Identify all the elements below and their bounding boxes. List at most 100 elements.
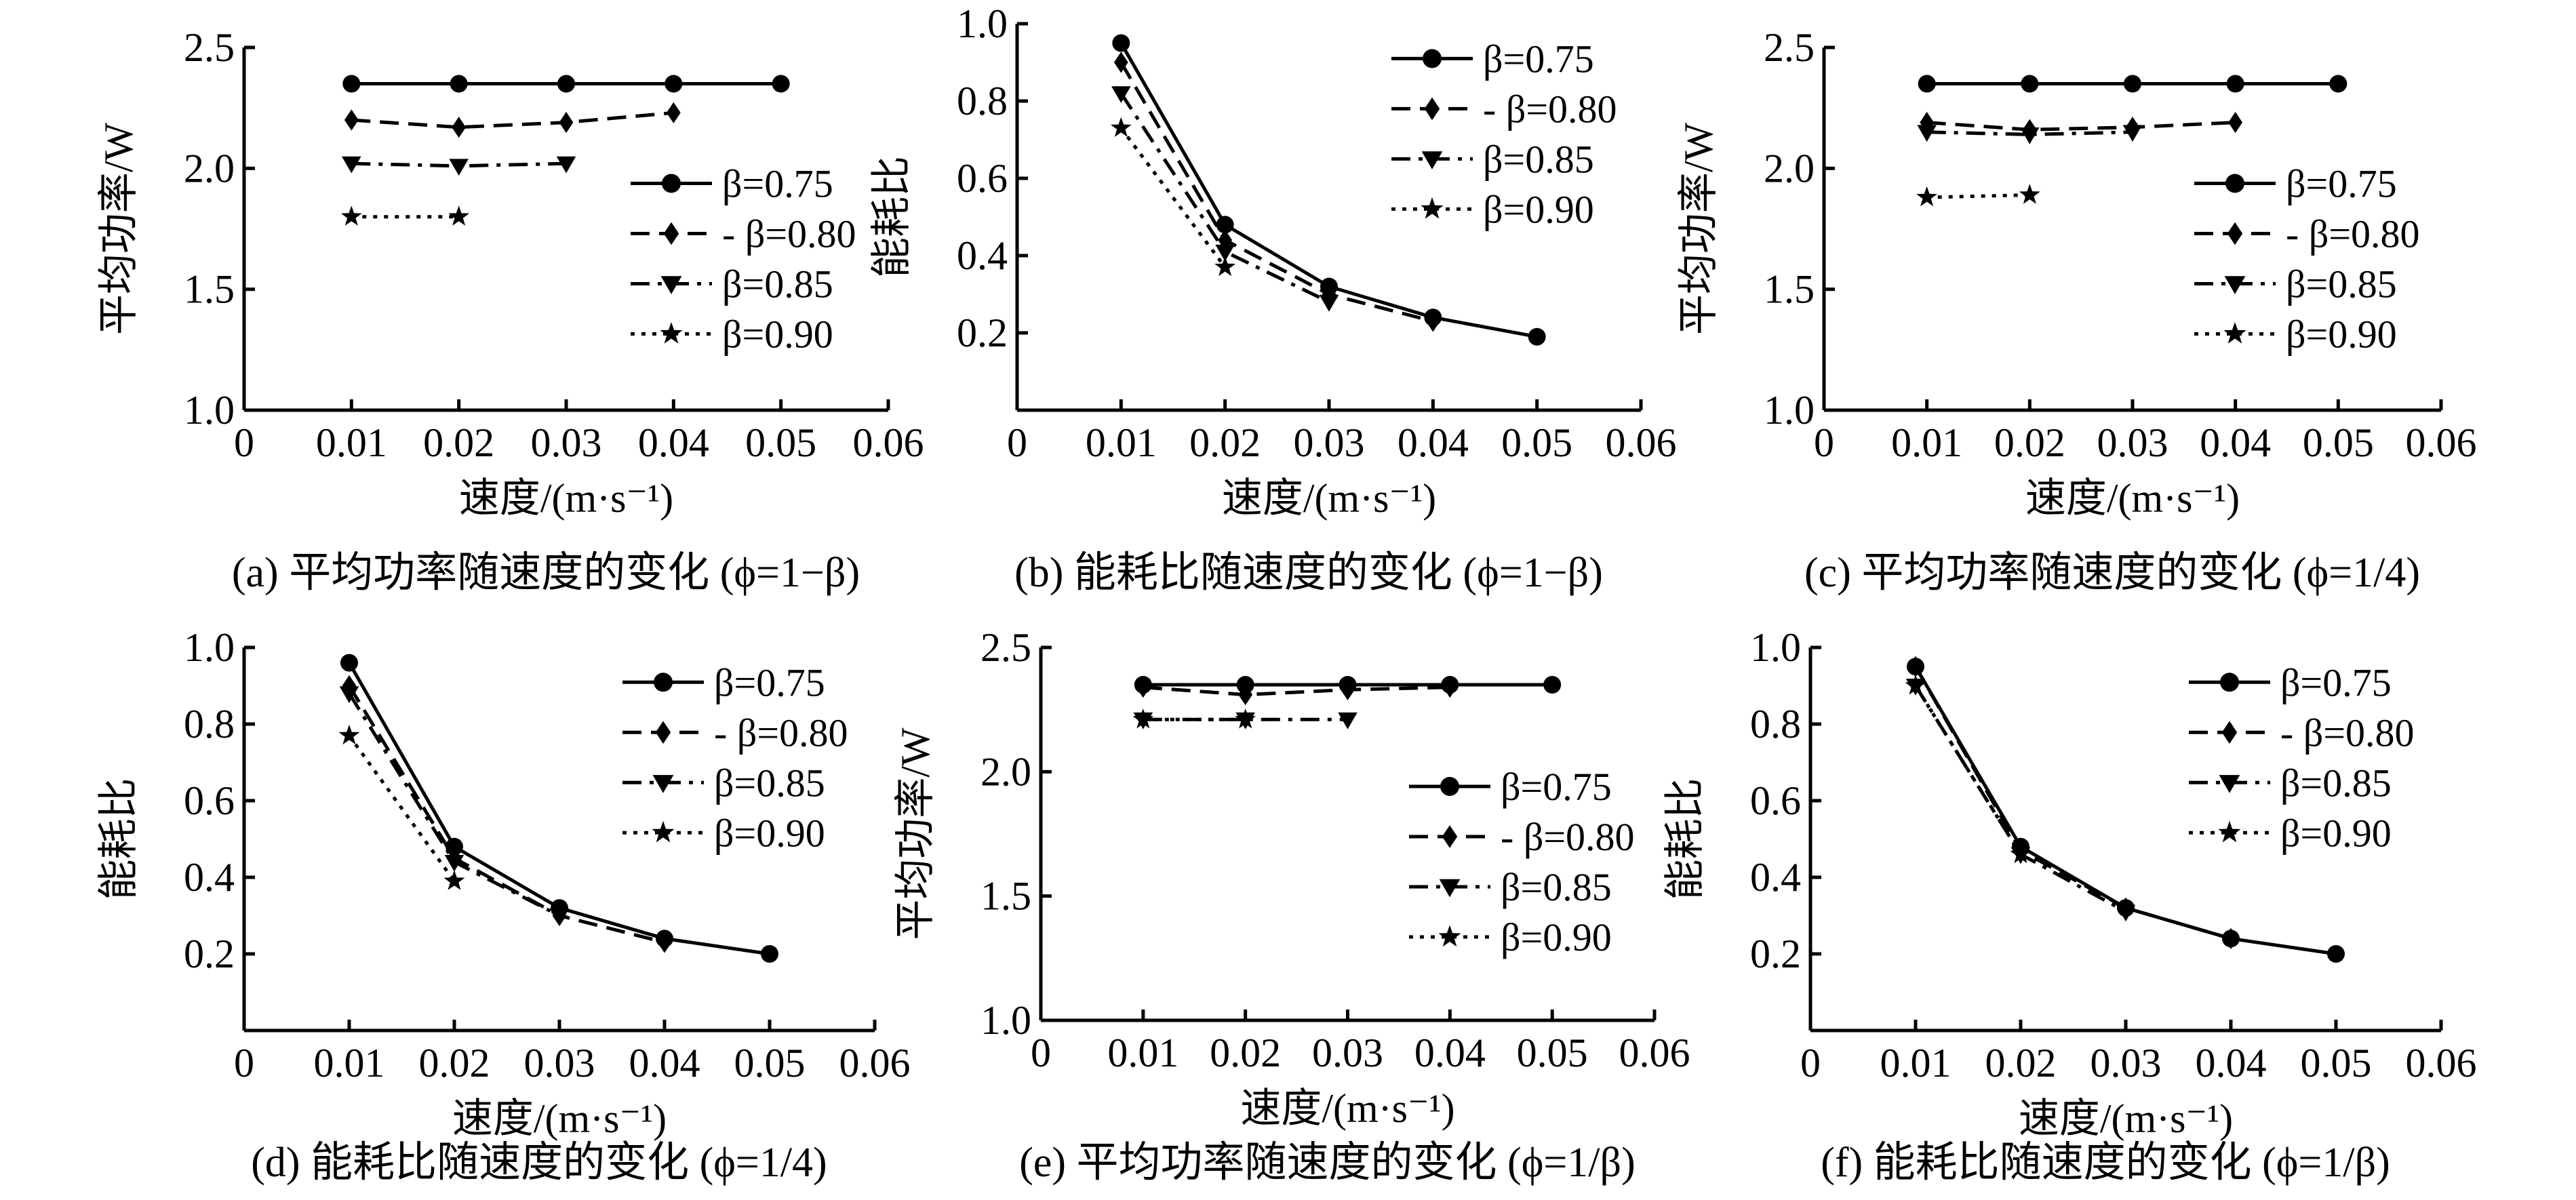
data-point bbox=[340, 205, 362, 226]
x-tick-label: 0.02 bbox=[1189, 420, 1261, 465]
series-line bbox=[1926, 121, 2236, 132]
x-tick-label: 0.01 bbox=[1107, 1031, 1178, 1075]
y-axis-label: 能耗比 bbox=[869, 156, 914, 278]
chart-panel: 0 0.01 0.02 0.03 0.04 0.05 0.06 0.2 0.4 0.6 0.8 1.0… bbox=[1663, 625, 2477, 1186]
legend-marker bbox=[1423, 49, 1442, 68]
x-tick-label: 0.01 bbox=[314, 1041, 385, 1085]
data-point bbox=[450, 75, 468, 93]
legend-entry: β=0.90 bbox=[2286, 313, 2397, 357]
data-point bbox=[1918, 75, 1936, 93]
data-point bbox=[1543, 676, 1562, 694]
x-tick-label: 0.01 bbox=[1086, 420, 1157, 465]
y-tick-label: 0.6 bbox=[1750, 778, 1801, 823]
data-point bbox=[2021, 75, 2039, 93]
y-tick-label: 1.5 bbox=[980, 874, 1031, 919]
x-axis-label: 速度/(m·s⁻¹) bbox=[452, 1096, 667, 1141]
data-point bbox=[339, 686, 359, 704]
data-point bbox=[1916, 186, 1938, 207]
data-point bbox=[657, 932, 672, 953]
data-point bbox=[1216, 216, 1234, 234]
data-point bbox=[338, 724, 360, 745]
data-point bbox=[1917, 125, 1937, 142]
legend: β=0.75 - β=0.80 β=0.85 β=0.90 bbox=[1409, 765, 1635, 959]
chart-panel: 0 0.01 0.02 0.03 0.04 0.05 0.06 1.0 1.5 2.0 2.5 速度/… bbox=[893, 625, 1690, 1186]
legend-marker bbox=[663, 222, 679, 245]
data-point bbox=[340, 654, 358, 672]
x-tick-label: 0.02 bbox=[1210, 1031, 1281, 1075]
x-tick-label: 0.03 bbox=[524, 1041, 595, 1085]
x-tick-label: 0.02 bbox=[423, 420, 494, 465]
legend-marker bbox=[1440, 777, 1459, 796]
x-tick-label: 0.02 bbox=[419, 1041, 490, 1085]
x-tick-label: 0.03 bbox=[1294, 420, 1365, 465]
y-tick-label: 1.0 bbox=[184, 625, 235, 670]
data-point bbox=[452, 117, 467, 138]
x-tick-label: 0.05 bbox=[2301, 1041, 2372, 1085]
y-tick-label: 2.5 bbox=[1764, 25, 1815, 70]
panel-caption: (e) 平均功率随速度的变化 (ϕ=1/β) bbox=[1019, 1140, 1635, 1186]
data-point bbox=[1235, 708, 1256, 729]
series-line bbox=[1914, 685, 2023, 856]
series-line bbox=[347, 734, 456, 883]
x-axis-label: 速度/(m·s⁻¹) bbox=[459, 476, 673, 521]
chart-panel: 0 0.01 0.02 0.03 0.04 0.05 0.06 0.2 0.4 0.6 0.8 1.0… bbox=[869, 1, 1677, 596]
x-tick-label: 0 bbox=[234, 420, 254, 465]
y-tick-label: 2.0 bbox=[184, 146, 235, 191]
data-point bbox=[1110, 117, 1132, 137]
legend-marker bbox=[1421, 197, 1444, 219]
x-tick-label: 0.06 bbox=[2406, 1041, 2477, 1085]
y-tick-label: 1.5 bbox=[1764, 267, 1815, 312]
legend-marker bbox=[2220, 673, 2239, 692]
x-tick-label: 0 bbox=[1007, 420, 1027, 465]
x-tick-label: 0.04 bbox=[2196, 1041, 2267, 1085]
x-tick-label: 0.04 bbox=[2200, 420, 2271, 465]
data-point bbox=[448, 205, 470, 226]
x-tick-label: 0.02 bbox=[1985, 1041, 2057, 1085]
legend-marker bbox=[654, 673, 673, 692]
chart-panel: 0 0.01 0.02 0.03 0.04 0.05 0.06 1.0 1.5 2.0 2.5 速度/… bbox=[96, 25, 924, 596]
x-tick-label: 0.03 bbox=[531, 420, 602, 465]
x-tick-label: 0.01 bbox=[1880, 1041, 1951, 1085]
legend-entry: β=0.90 bbox=[1483, 187, 1594, 231]
series-line bbox=[1119, 127, 1227, 268]
legend: β=0.75 - β=0.80 β=0.85 β=0.90 bbox=[622, 660, 848, 855]
x-tick-label: 0 bbox=[1814, 420, 1834, 465]
x-tick-label: 0.05 bbox=[1501, 420, 1572, 465]
legend-marker bbox=[2223, 322, 2246, 344]
legend-entry: β=0.85 bbox=[2286, 262, 2397, 306]
legend-entry: - β=0.80 bbox=[1483, 87, 1617, 131]
data-point bbox=[2116, 904, 2136, 922]
legend-entry: - β=0.80 bbox=[2280, 711, 2415, 755]
y-tick-label: 0.8 bbox=[1750, 702, 1801, 746]
data-point bbox=[342, 75, 361, 93]
data-point bbox=[449, 159, 469, 176]
y-tick-label: 0.8 bbox=[184, 702, 235, 746]
data-point bbox=[1905, 675, 1926, 695]
data-point bbox=[2327, 945, 2345, 963]
data-point bbox=[557, 75, 575, 93]
data-point bbox=[1319, 295, 1339, 312]
legend-entry: β=0.75 bbox=[1501, 765, 1612, 809]
legend: β=0.75 - β=0.80 β=0.85 β=0.90 bbox=[2189, 660, 2415, 855]
legend-entry: - β=0.80 bbox=[722, 212, 856, 256]
x-axis-label: 速度/(m·s⁻¹) bbox=[2025, 476, 2240, 521]
legend-entry: - β=0.80 bbox=[2286, 212, 2420, 256]
y-tick-label: 0.2 bbox=[957, 311, 1008, 355]
data-point bbox=[1215, 244, 1235, 262]
x-tick-label: 0.04 bbox=[638, 420, 709, 465]
x-tick-label: 0.05 bbox=[2303, 420, 2374, 465]
x-tick-label: 0.05 bbox=[734, 1041, 806, 1085]
legend-marker bbox=[1438, 925, 1461, 947]
y-tick-label: 0.2 bbox=[184, 932, 235, 976]
data-point bbox=[445, 837, 463, 856]
legend-marker bbox=[2224, 276, 2246, 294]
data-point bbox=[1136, 677, 1151, 698]
data-point bbox=[666, 102, 681, 123]
y-axis-label: 平均功率/W bbox=[893, 727, 938, 940]
legend-entry: β=0.75 bbox=[1483, 37, 1594, 81]
panel-caption: (d) 能耗比随速度的变化 (ϕ=1/4) bbox=[251, 1140, 827, 1186]
x-tick-label: 0.03 bbox=[2090, 1041, 2162, 1085]
x-tick-label: 0.01 bbox=[1891, 420, 1962, 465]
x-tick-label: 0.01 bbox=[316, 420, 387, 465]
